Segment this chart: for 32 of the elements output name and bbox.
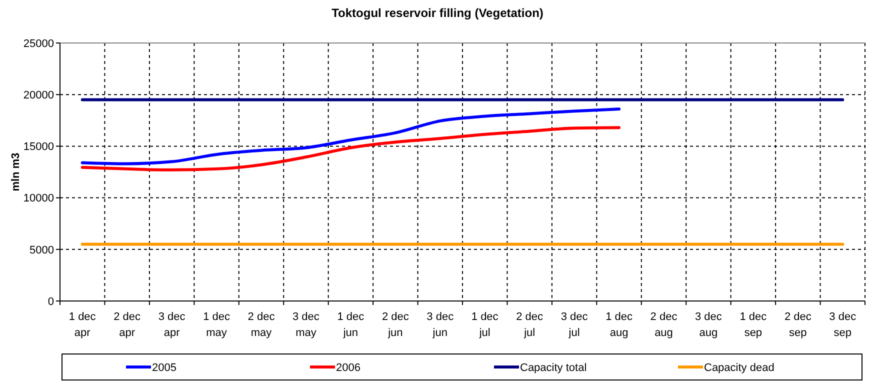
y-tick-label: 10000: [23, 192, 54, 205]
x-tick-label: 2 dec jul: [516, 311, 544, 339]
legend-label: 2006: [336, 362, 360, 374]
y-tick-label: 25000: [23, 38, 54, 50]
x-tick-label: 2 dec jun: [382, 311, 410, 339]
y-tick-label: 15000: [23, 141, 54, 154]
y-tick-label: 20000: [23, 89, 54, 102]
x-tick-label: 2 dec may: [248, 311, 276, 339]
line-series: [80, 108, 621, 166]
x-tick-label: 3 dec aug: [695, 311, 722, 339]
x-tick-label: 1 dec aug: [606, 311, 633, 339]
x-tick-label: 1 dec apr: [68, 311, 96, 339]
y-axis-title: mln m3: [10, 152, 22, 192]
x-tick-label: 2 dec apr: [114, 311, 142, 339]
legend-label: Capacity total: [520, 362, 587, 374]
x-tick-label: 3 dec may: [292, 311, 320, 339]
x-tick-label: 2 dec sep: [784, 311, 812, 339]
x-tick-label: 1 dec jul: [471, 311, 499, 339]
legend-label: 2005: [152, 362, 176, 374]
x-tick-label: 1 dec may: [203, 311, 230, 339]
x-tick-label: 2 dec aug: [650, 311, 678, 339]
legend-label: Capacity dead: [704, 362, 774, 374]
line-series: [80, 126, 621, 172]
chart-title: Toktogul reservoir filling (Vegetation): [332, 6, 544, 20]
y-tick-label: 5000: [30, 244, 54, 256]
x-tick-label: 3 dec sep: [829, 311, 857, 339]
x-tick-label: 1 dec sep: [740, 311, 768, 339]
x-tick-label: 3 dec jul: [560, 311, 588, 339]
x-tick-label: 3 dec jun: [426, 311, 454, 339]
x-tick-label: 1 dec jun: [337, 311, 365, 339]
x-tick-label: 3 dec apr: [158, 311, 186, 339]
y-tick-label: 0: [48, 296, 54, 308]
